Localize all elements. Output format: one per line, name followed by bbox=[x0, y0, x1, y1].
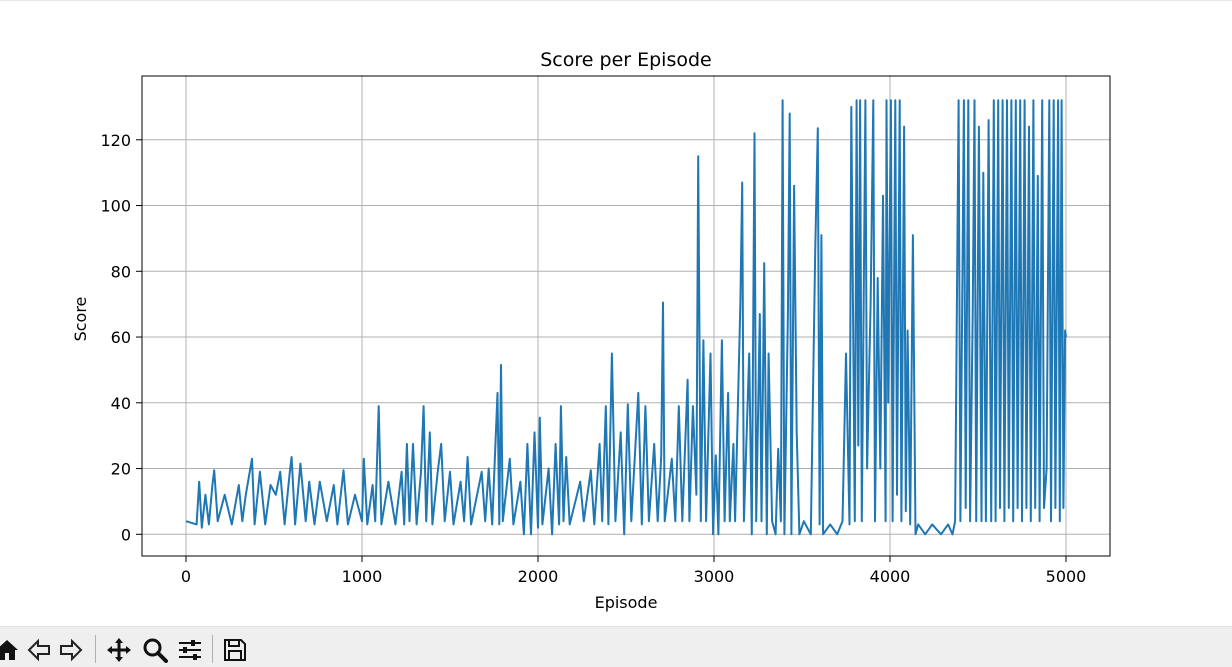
tick-layer: 0 1000 2000 3000 4000 5000 0 20 40 60 80 100 120 bbox=[100, 131, 1086, 586]
y-tick-label: 80 bbox=[111, 262, 131, 281]
zoom-button[interactable] bbox=[140, 635, 170, 665]
sliders-icon bbox=[179, 640, 201, 660]
x-tick-label: 5000 bbox=[1046, 567, 1087, 586]
home-icon bbox=[0, 640, 18, 660]
back-button[interactable] bbox=[24, 635, 54, 665]
pan-button[interactable] bbox=[104, 635, 134, 665]
x-tick-label: 2000 bbox=[518, 567, 559, 586]
home-button[interactable] bbox=[0, 635, 22, 665]
y-tick-label: 60 bbox=[111, 328, 131, 347]
arrow-right-icon bbox=[60, 638, 83, 662]
arrow-left-icon bbox=[27, 638, 50, 662]
y-tick-label: 40 bbox=[111, 394, 131, 413]
grid-layer bbox=[142, 76, 1110, 556]
x-tick-label: 0 bbox=[181, 567, 191, 586]
y-tick-label: 120 bbox=[100, 131, 131, 150]
x-tick-label: 1000 bbox=[342, 567, 383, 586]
x-tick-label: 3000 bbox=[694, 567, 735, 586]
toolbar-separator bbox=[95, 635, 96, 663]
plot-frame bbox=[141, 75, 1111, 557]
magnifier-icon bbox=[143, 638, 168, 663]
y-tick-label: 100 bbox=[100, 197, 131, 216]
forward-button[interactable] bbox=[56, 635, 86, 665]
y-tick-label: 20 bbox=[111, 460, 131, 479]
toolbar-separator bbox=[212, 635, 213, 663]
move-icon bbox=[107, 638, 131, 662]
navigation-toolbar bbox=[0, 626, 1232, 667]
x-tick-label: 4000 bbox=[870, 567, 911, 586]
y-tick-label: 0 bbox=[121, 525, 131, 544]
series-line-score bbox=[185, 99, 1067, 536]
chart-title: Score per Episode bbox=[540, 49, 711, 71]
save-button[interactable] bbox=[220, 635, 250, 665]
y-axis-label: Score bbox=[71, 297, 90, 342]
x-axis-label: Episode bbox=[595, 593, 658, 612]
window-top-border bbox=[0, 0, 1232, 1]
score-line-chart: 0 1000 2000 3000 4000 5000 0 20 40 60 80 100 120 Sco… bbox=[71, 49, 1111, 612]
floppy-disk-icon bbox=[224, 639, 246, 661]
configure-subplots-button[interactable] bbox=[175, 635, 205, 665]
